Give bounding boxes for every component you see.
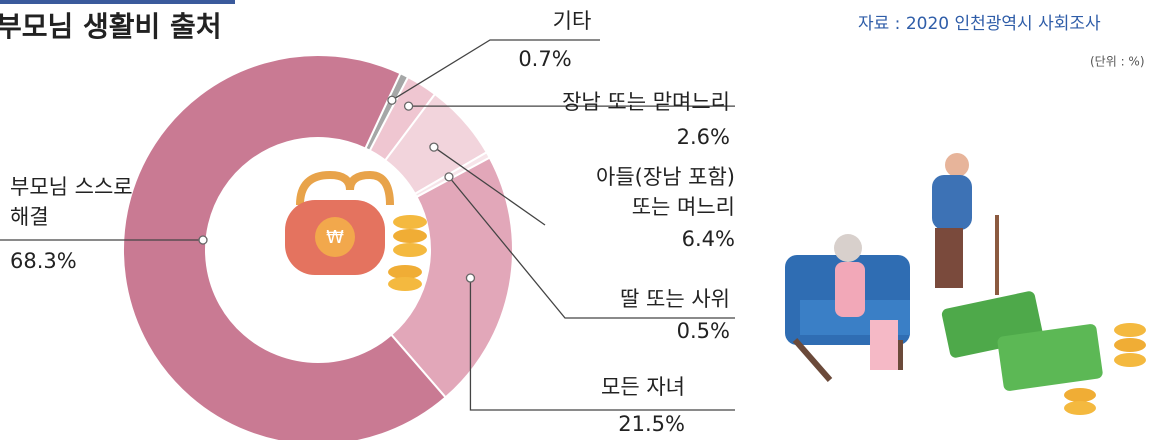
leader-dot bbox=[429, 142, 439, 152]
slice bbox=[122, 54, 448, 440]
leader-dot bbox=[444, 172, 454, 182]
slice-label: 딸 또는 사위 bbox=[620, 287, 730, 311]
leader-line bbox=[433, 146, 546, 226]
leader-dot bbox=[465, 273, 476, 283]
leader-line bbox=[391, 39, 600, 101]
slice-label: 아들(장남 포함) bbox=[596, 165, 735, 189]
value-label: 68.3% bbox=[10, 249, 77, 273]
leader-dot bbox=[198, 235, 208, 245]
slice-label: 해결 bbox=[10, 205, 49, 229]
title-bar bbox=[0, 0, 235, 4]
slice-label: 기타 bbox=[553, 9, 592, 33]
leader-dot bbox=[387, 95, 397, 105]
leader-line bbox=[448, 176, 735, 319]
value-label: 6.4% bbox=[682, 227, 735, 251]
wallet-icon: ₩ bbox=[285, 170, 427, 291]
slice-label: 모든 자녀 bbox=[601, 375, 685, 399]
source: 자료 : 2020 인천광역시 사회조사 bbox=[858, 14, 1101, 34]
unit: (단위 : %) bbox=[1090, 55, 1145, 69]
chart-title: 부모님 생활비 출처 bbox=[0, 10, 222, 43]
slice-label: 또는 며느리 bbox=[632, 195, 735, 219]
illustration bbox=[785, 153, 1146, 415]
value-label: 0.5% bbox=[677, 319, 730, 343]
slice-label: 부모님 스스로 bbox=[10, 175, 133, 199]
slice-label: 장남 또는 맏며느리 bbox=[562, 90, 730, 114]
svg-text:₩: ₩ bbox=[326, 227, 344, 248]
value-label: 2.6% bbox=[677, 125, 730, 149]
leader-dot bbox=[403, 101, 414, 111]
value-label: 0.7% bbox=[518, 47, 571, 71]
value-label: 21.5% bbox=[618, 412, 685, 436]
leader-line bbox=[469, 278, 735, 411]
